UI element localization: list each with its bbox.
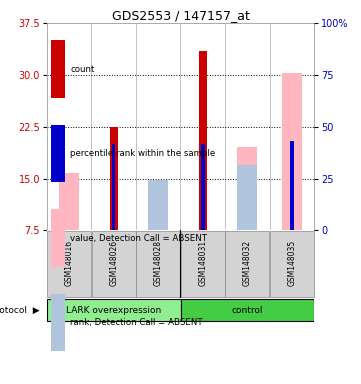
Bar (282, 73, 302, 230)
Bar (110, 127, 118, 230)
Bar (237, 147, 257, 230)
Text: rank, Detection Call = ABSENT: rank, Detection Call = ABSENT (70, 318, 203, 327)
Text: GSM148032: GSM148032 (243, 240, 252, 286)
Bar (237, 165, 257, 230)
Bar (201, 144, 205, 230)
Title: GDS2553 / 147157_at: GDS2553 / 147157_at (112, 9, 249, 22)
Bar (148, 180, 168, 230)
Bar (181, 299, 314, 321)
Bar (47, 299, 181, 321)
Bar (225, 231, 269, 297)
Text: GSM148026: GSM148026 (109, 240, 118, 286)
Bar (181, 231, 225, 297)
Text: GSM148031: GSM148031 (198, 240, 207, 286)
Bar (270, 231, 314, 297)
Text: value, Detection Call = ABSENT: value, Detection Call = ABSENT (70, 233, 208, 243)
Text: GSM148035: GSM148035 (287, 240, 296, 286)
Bar (92, 231, 136, 297)
Text: GSM148028: GSM148028 (154, 240, 163, 286)
Bar (199, 51, 207, 230)
Text: LARK overexpression: LARK overexpression (66, 306, 161, 314)
Text: percentile rank within the sample: percentile rank within the sample (70, 149, 216, 158)
Bar (47, 231, 91, 297)
Bar (290, 141, 293, 230)
Text: protocol  ▶: protocol ▶ (0, 306, 40, 314)
Bar (112, 144, 116, 230)
Bar (148, 210, 168, 230)
Bar (59, 173, 79, 230)
Text: GSM148016: GSM148016 (65, 240, 74, 286)
Bar (136, 231, 180, 297)
Text: count: count (70, 65, 95, 74)
Text: control: control (231, 306, 263, 314)
